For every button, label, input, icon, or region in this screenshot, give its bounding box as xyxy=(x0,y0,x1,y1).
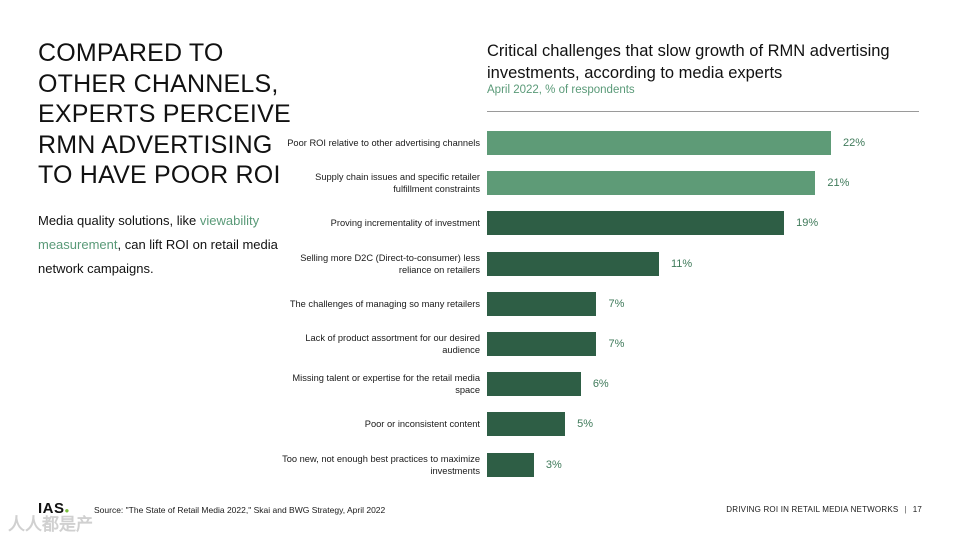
source-note: Source: "The State of Retail Media 2022,… xyxy=(94,505,386,515)
category-label: Lack of product assortment for our desir… xyxy=(305,333,480,355)
footer-separator: | xyxy=(904,505,907,514)
category-label: Poor or inconsistent content xyxy=(364,419,480,430)
value-label: 11% xyxy=(671,257,693,270)
value-label: 21% xyxy=(827,177,850,190)
ias-logo-text: IAS xyxy=(38,500,65,517)
value-label: 5% xyxy=(577,418,594,431)
watermark: 人人都是产 xyxy=(8,515,93,534)
value-label: 22% xyxy=(843,137,866,149)
category-label: Selling more D2C (Direct-to-consumer) le… xyxy=(300,252,480,275)
value-label: 19% xyxy=(796,217,819,230)
footer-section-title: DRIVING ROI IN RETAIL MEDIA NETWORKS xyxy=(726,505,899,514)
intro-link[interactable]: viewability measurement xyxy=(38,213,260,252)
intro-text: Media quality solutions, like viewabilit… xyxy=(38,209,298,281)
category-label: Poor ROI relative to other advertising c… xyxy=(287,138,480,148)
intro-prefix: Media quality solutions, like xyxy=(38,213,200,228)
bar xyxy=(487,251,659,276)
bar xyxy=(487,291,597,316)
page-headline: COMPARED TO OTHER CHANNELS, EXPERTS PERC… xyxy=(38,39,291,189)
value-label: 3% xyxy=(545,458,562,471)
chart-title-divider xyxy=(487,111,919,112)
logo-dot-icon: ● xyxy=(64,506,70,515)
value-label: 7% xyxy=(608,297,625,310)
chart-subtitle: April 2022, % of respondents xyxy=(487,84,635,96)
bar xyxy=(487,412,566,437)
category-label: The challenges of managing so many retai… xyxy=(289,298,480,309)
page-number: 17 xyxy=(912,505,922,514)
footer-section: DRIVING ROI IN RETAIL MEDIA NETWORKS | 17 xyxy=(726,505,922,514)
bar xyxy=(487,372,581,397)
category-label: Missing talent or expertise for the reta… xyxy=(292,373,480,396)
category-label: Proving incrementality of investment xyxy=(330,218,480,229)
intro-suffix: , can lift ROI on retail media network c… xyxy=(38,237,278,276)
category-label: Supply chain issues and specific retaile… xyxy=(315,172,480,195)
value-label: 6% xyxy=(592,378,609,391)
ias-logo: IAS● xyxy=(38,500,70,517)
chart-title: Critical challenges that slow growth of … xyxy=(487,42,890,82)
bar xyxy=(487,211,785,236)
bar xyxy=(487,452,534,477)
value-label: 7% xyxy=(608,338,625,350)
bar xyxy=(487,171,816,196)
bar xyxy=(487,131,831,155)
bar xyxy=(487,332,597,356)
category-label: Too new, not enough best practices to ma… xyxy=(282,453,480,476)
